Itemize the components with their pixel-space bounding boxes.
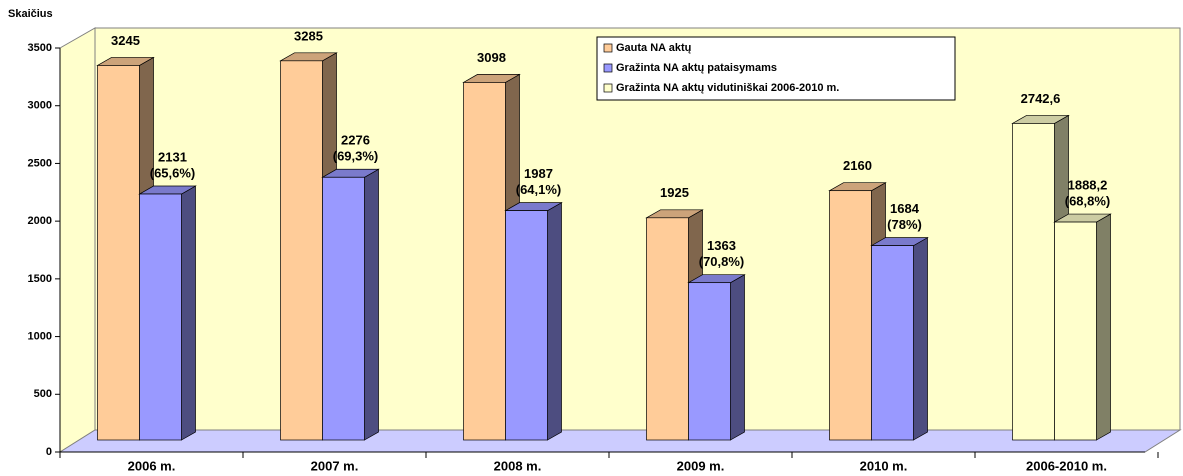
bar-front <box>1012 123 1055 441</box>
value-label: 2131 <box>158 149 187 164</box>
value-label: 3285 <box>294 28 323 43</box>
floor <box>58 429 1182 453</box>
bar-side <box>364 168 379 441</box>
value-label: 3245 <box>111 33 140 48</box>
bar-front <box>646 217 689 441</box>
bar-side <box>730 274 745 441</box>
x-tick-label: 2007 m. <box>311 458 359 473</box>
bar-side <box>181 185 196 441</box>
value-label: (64,1%) <box>516 182 562 197</box>
bar-side <box>1096 213 1111 441</box>
y-tick-label: 2000 <box>28 215 52 227</box>
value-label: (70,8%) <box>699 254 745 269</box>
bar <box>504 202 563 441</box>
bar <box>687 274 746 441</box>
bar-front <box>322 176 365 441</box>
legend-swatch <box>603 63 613 73</box>
bar <box>1053 213 1112 441</box>
bar-front <box>505 210 548 441</box>
bar-front <box>139 193 182 441</box>
y-axis-label: Skaičius <box>8 8 53 20</box>
value-label: 1987 <box>524 166 553 181</box>
y-tick-label: 0 <box>46 446 52 458</box>
bar-front <box>97 65 140 441</box>
value-label: (65,6%) <box>150 165 196 180</box>
x-tick-label: 2008 m. <box>494 458 542 473</box>
value-label: 1888,2 <box>1068 177 1108 192</box>
bar-front <box>1054 221 1097 441</box>
x-tick-label: 2006-2010 m. <box>1026 458 1107 473</box>
legend-label: Gražinta NA aktų vidutiniškai 2006-2010 … <box>616 82 839 94</box>
value-label: 2742,6 <box>1021 91 1061 106</box>
bar <box>870 237 929 441</box>
bar-front <box>688 282 731 441</box>
bar-front <box>463 82 506 441</box>
value-label: 2160 <box>843 158 872 173</box>
y-tick-label: 1000 <box>28 330 52 342</box>
legend-swatch <box>603 83 613 93</box>
value-label: (78%) <box>887 217 922 232</box>
y-tick-label: 2500 <box>28 157 52 169</box>
side-wall <box>59 27 96 453</box>
bar-side <box>547 202 562 441</box>
value-label: 1925 <box>660 185 689 200</box>
legend-label: Gražinta NA aktų pataisymams <box>616 62 777 74</box>
value-label: 2276 <box>341 133 370 148</box>
bar <box>138 185 197 441</box>
bar <box>321 168 380 441</box>
value-label: 3098 <box>477 50 506 65</box>
legend-swatch <box>603 43 613 53</box>
value-label: (68,8%) <box>1065 193 1111 208</box>
bar-front <box>829 190 872 441</box>
x-tick-label: 2006 m. <box>128 458 176 473</box>
legend: Gauta NA aktų Gražinta NA aktų pataisymam… <box>596 36 956 101</box>
legend-label: Gauta NA aktų <box>616 42 691 54</box>
value-label: (69,3%) <box>333 149 379 164</box>
y-tick-label: 500 <box>34 388 52 400</box>
bar-side <box>913 237 928 441</box>
bar-front <box>871 245 914 441</box>
y-tick-label: 3500 <box>28 42 52 54</box>
bar-front <box>280 60 323 441</box>
x-tick-label: 2010 m. <box>860 458 908 473</box>
x-tick-label: 2009 m. <box>677 458 725 473</box>
value-label: 1363 <box>707 238 736 253</box>
y-tick-label: 3000 <box>28 100 52 112</box>
legend-box <box>596 36 956 101</box>
value-label: 1684 <box>890 201 920 216</box>
y-tick-label: 1500 <box>28 273 52 285</box>
